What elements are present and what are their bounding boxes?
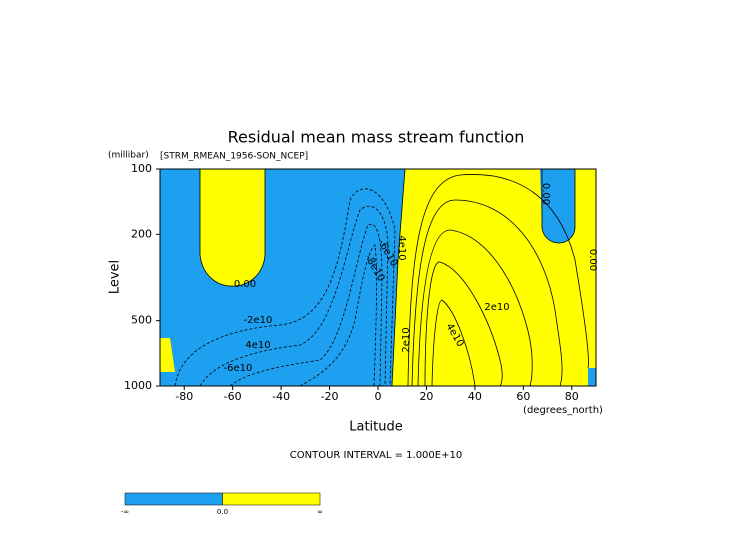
y-tick-label: 100	[131, 162, 152, 175]
x-tick-label: -80	[175, 390, 193, 403]
x-tick-label: 20	[419, 390, 433, 403]
y-axis-label: Level	[108, 260, 123, 294]
y-tick-label: 200	[131, 227, 152, 240]
colorbar-label: ∞	[317, 508, 323, 516]
negative-region	[588, 368, 596, 386]
colorbar-swatch	[222, 492, 321, 506]
x-unit: (degrees_north)	[523, 405, 603, 416]
negative-region	[540, 169, 575, 243]
contour-line	[424, 261, 503, 387]
negative-region	[160, 169, 405, 386]
contour-line	[407, 174, 589, 387]
x-tick-label: 80	[565, 390, 579, 403]
y-unit: (millibar)	[108, 151, 149, 161]
contour-line	[417, 229, 533, 387]
contour-line	[199, 205, 389, 387]
contour-label: 4e10	[245, 340, 270, 351]
contour-line	[411, 199, 563, 387]
contour-line	[541, 169, 576, 244]
x-tick-label: -40	[272, 390, 290, 403]
contour-line	[431, 299, 476, 387]
colorbar-label: -∞	[121, 508, 129, 516]
chart-title: Residual mean mass stream function	[228, 128, 525, 147]
contour-label: 0.00	[234, 279, 256, 290]
contour-label: 2e10	[401, 327, 412, 352]
contour-label: -2e10	[244, 315, 273, 326]
positive-region	[160, 338, 175, 372]
contour-label: 0.00	[587, 249, 598, 271]
contour-line	[391, 168, 406, 387]
x-tick-label: 60	[516, 390, 530, 403]
contour-line	[174, 188, 396, 387]
contour-note: CONTOUR INTERVAL = 1.000E+10	[290, 450, 462, 461]
contour-label: 2e10	[484, 302, 509, 313]
colorbar-swatch	[124, 492, 223, 506]
field	[160, 168, 596, 387]
contour-label: 0.00	[540, 183, 551, 205]
subtitle: [STRM_RMEAN_1956-SON_NCEP]	[160, 152, 308, 162]
contour-label: 4e10	[396, 235, 407, 260]
contour-label: -6e10	[224, 363, 253, 374]
y-tick-label: 1000	[124, 379, 152, 392]
contour-line	[229, 223, 383, 387]
x-tick-label: -20	[321, 390, 339, 403]
x-tick-label: -60	[224, 390, 242, 403]
positive-region	[200, 169, 265, 287]
colorbar-label: 0.0	[217, 508, 228, 516]
x-tick-label: 0	[375, 390, 382, 403]
x-tick-label: 40	[468, 390, 482, 403]
x-axis-label: Latitude	[349, 420, 403, 435]
contour-line	[199, 169, 266, 287]
contour-line	[299, 244, 377, 387]
y-tick-label: 500	[131, 314, 152, 327]
